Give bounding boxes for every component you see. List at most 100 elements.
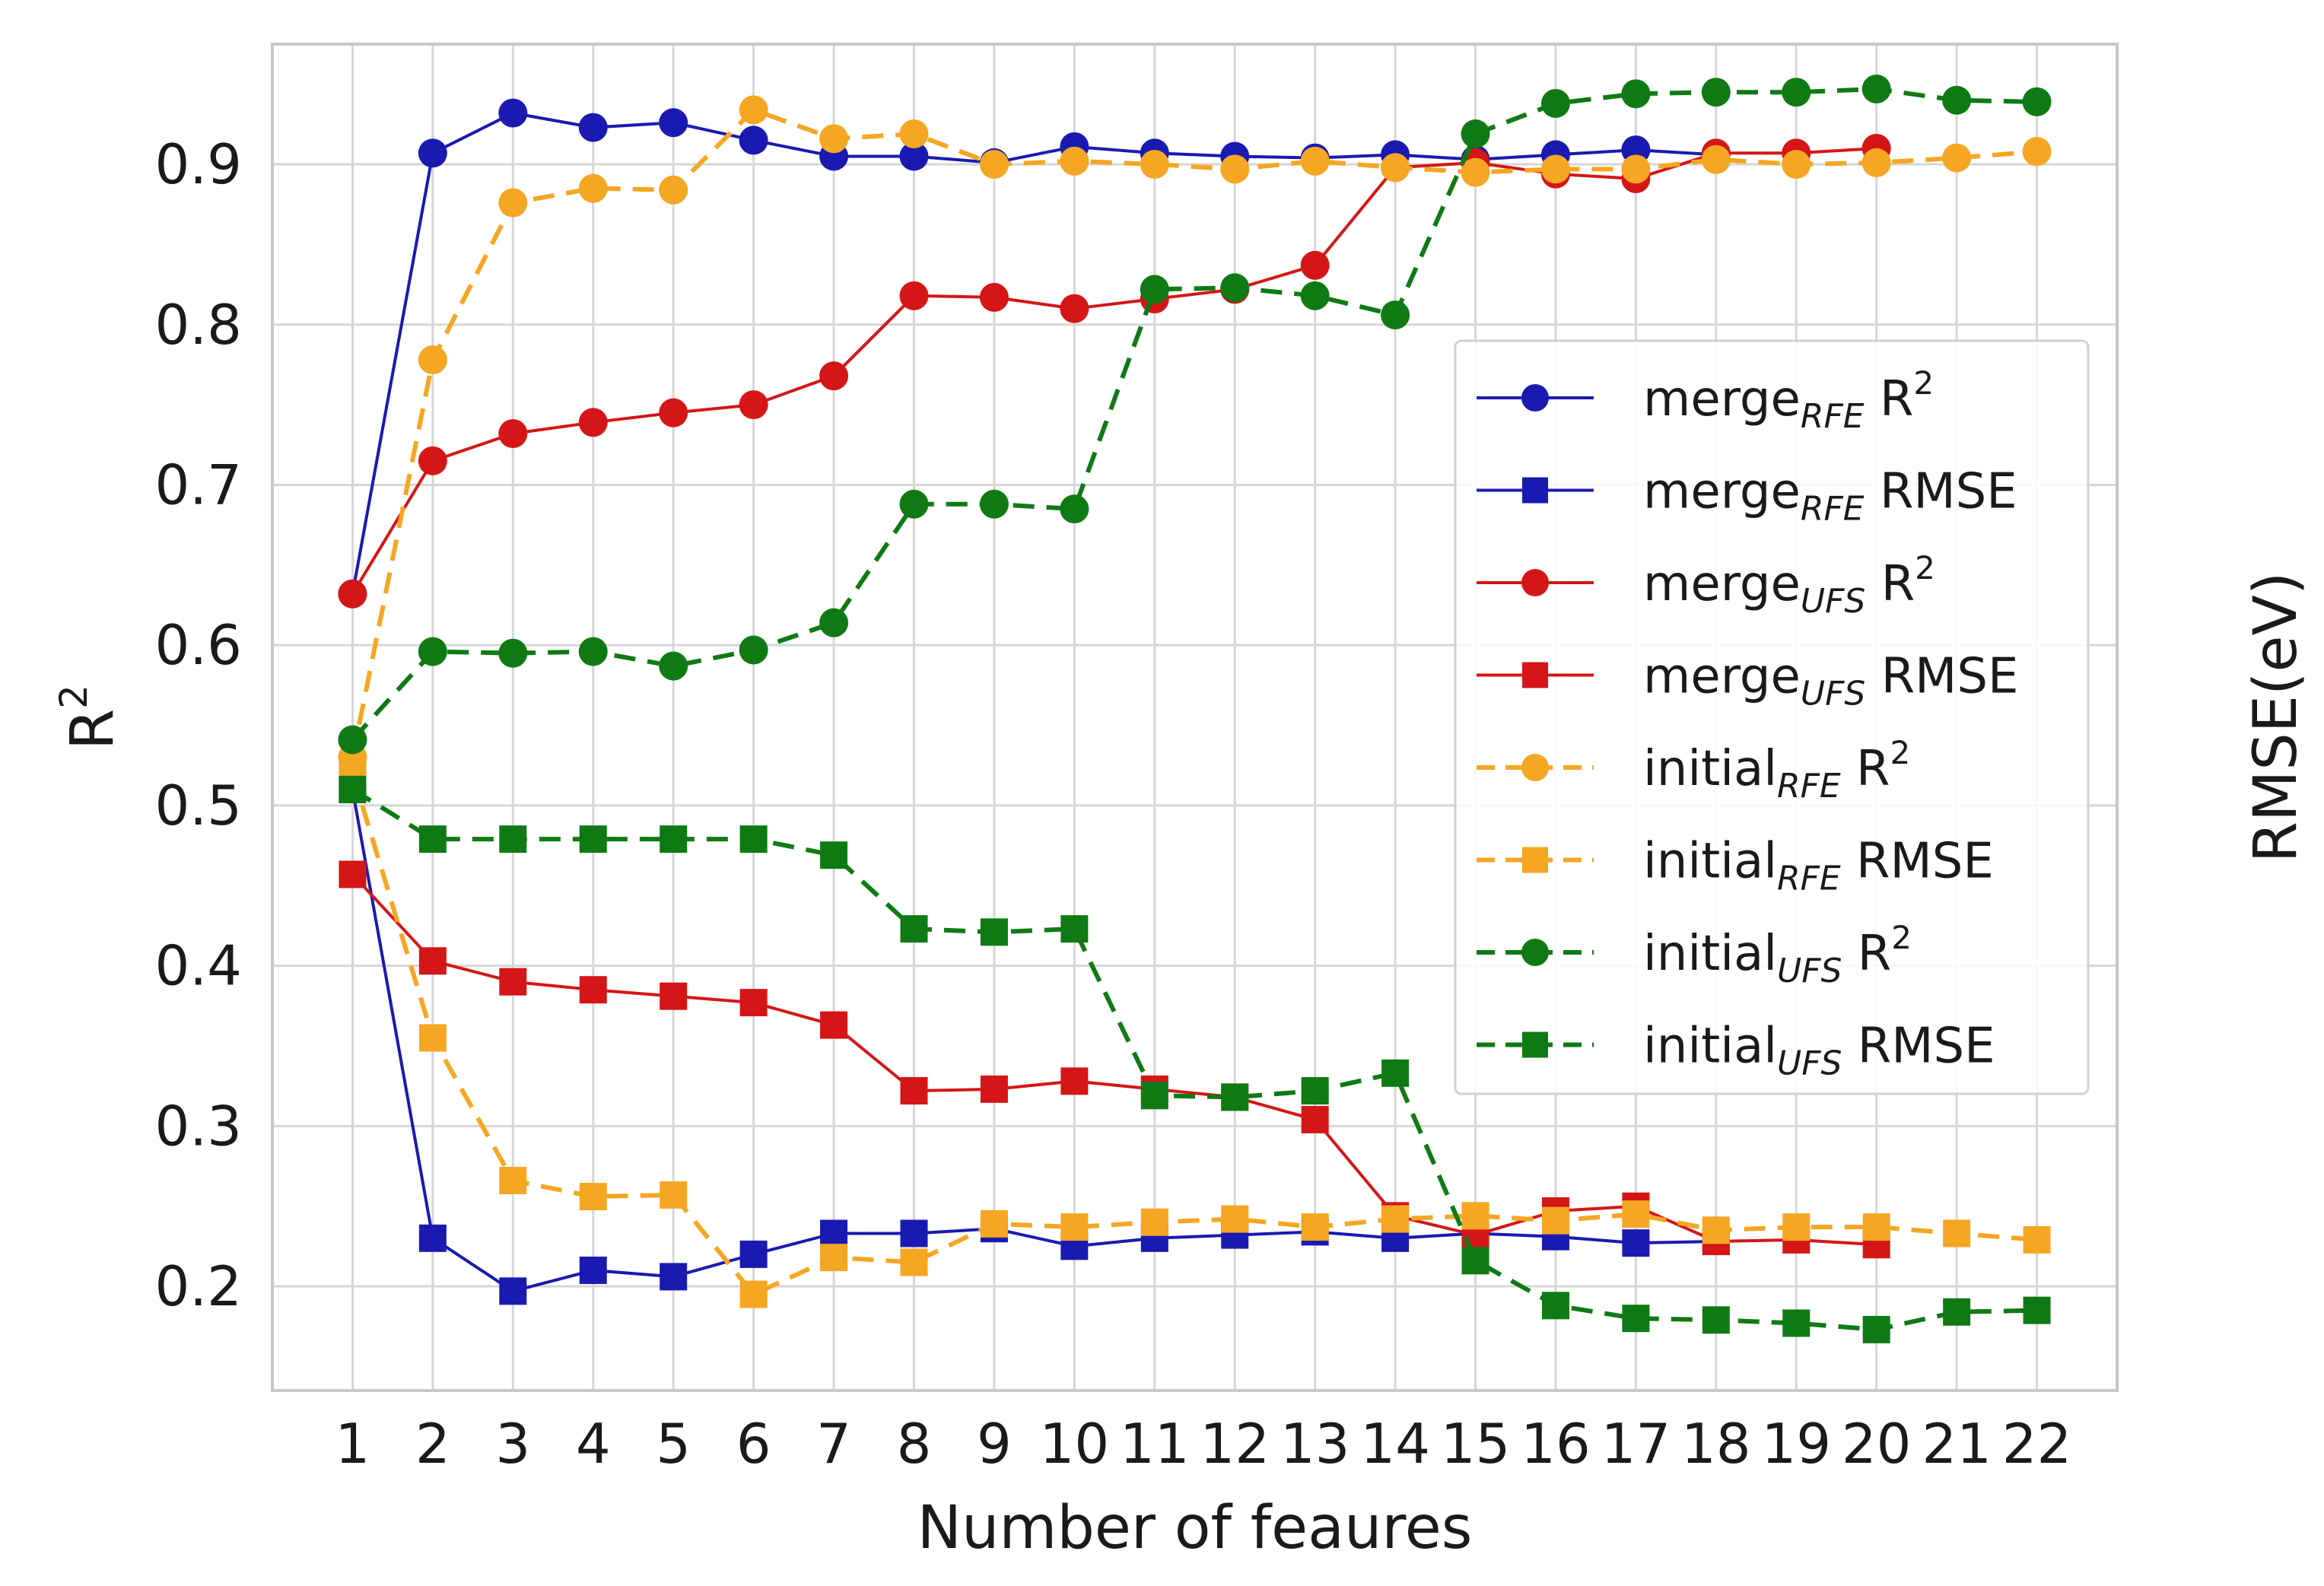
data-point xyxy=(498,98,528,128)
legend-label-metric: R xyxy=(1865,556,1915,612)
x-tick-label: 21 xyxy=(1922,1412,1992,1476)
legend-marker xyxy=(1521,384,1549,412)
data-point xyxy=(1541,1206,1569,1235)
legend-label-metric: RMSE xyxy=(1865,464,2017,520)
x-tick-label: 6 xyxy=(736,1412,771,1476)
data-point xyxy=(1060,294,1089,323)
legend-label-base: initial xyxy=(1643,1019,1777,1075)
data-point xyxy=(578,637,608,666)
legend-marker xyxy=(1522,662,1548,688)
plot-area-frame xyxy=(271,43,2119,1392)
x-tick-label: 13 xyxy=(1280,1412,1350,1476)
data-point xyxy=(660,825,688,853)
x-tick-label: 5 xyxy=(656,1412,691,1476)
x-tick-label: 12 xyxy=(1200,1412,1270,1476)
data-point xyxy=(819,361,849,391)
x-tick-label: 9 xyxy=(977,1412,1012,1476)
y-axis-title-superscript: 2 xyxy=(52,685,96,709)
data-point xyxy=(899,489,929,519)
data-point xyxy=(739,825,768,853)
data-point xyxy=(2022,87,2052,116)
data-point xyxy=(499,968,527,996)
data-point xyxy=(1381,153,1410,183)
data-point xyxy=(1301,1076,1329,1104)
legend-label-superscript: 2 xyxy=(1913,364,1934,402)
data-point xyxy=(659,651,688,681)
data-point xyxy=(1140,275,1169,304)
legend-label-superscript: 2 xyxy=(1890,734,1911,771)
data-point xyxy=(900,1076,928,1104)
data-point xyxy=(1541,1292,1569,1320)
x-tick-label: 18 xyxy=(1681,1412,1751,1476)
data-point xyxy=(1782,1309,1811,1337)
x-axis-title: Number of feaures xyxy=(917,1494,1473,1562)
x-tick-label: 4 xyxy=(576,1412,611,1476)
data-point xyxy=(418,825,447,853)
x-tick-label: 8 xyxy=(897,1412,932,1476)
data-point xyxy=(2023,1296,2051,1324)
data-point xyxy=(659,398,688,427)
data-point xyxy=(979,489,1009,519)
legend-label: mergeUFS RMSE xyxy=(1643,649,2018,714)
data-point xyxy=(1861,148,1891,177)
x-tick-label: 7 xyxy=(816,1412,851,1476)
data-point xyxy=(820,1219,848,1248)
data-point xyxy=(578,173,608,203)
legend-label-metric: R xyxy=(1841,741,1890,797)
data-point xyxy=(1701,78,1731,107)
data-point xyxy=(1862,1213,1890,1241)
data-point xyxy=(579,976,607,1004)
data-point xyxy=(1461,1202,1489,1230)
legend-marker xyxy=(1521,569,1549,596)
legend-label-base: merge xyxy=(1643,371,1801,427)
data-point xyxy=(1461,157,1490,187)
legend-entry: mergeUFS RMSE xyxy=(1477,649,2018,714)
data-point xyxy=(1701,145,1731,174)
legend-label-subscript: RFE xyxy=(1801,490,1865,529)
x-tick-label: 17 xyxy=(1601,1412,1671,1476)
data-point xyxy=(1381,1059,1410,1087)
legend-label-base: initial xyxy=(1643,834,1777,890)
y-tick-label: 0.2 xyxy=(154,1254,242,1318)
y-tick-label: 0.9 xyxy=(154,132,242,196)
data-point xyxy=(660,982,688,1010)
data-point xyxy=(1702,1306,1730,1334)
series-layer xyxy=(338,75,2052,1343)
data-point xyxy=(1782,1213,1811,1241)
legend-label-base: initial xyxy=(1643,741,1777,797)
data-point xyxy=(579,1256,607,1284)
data-point xyxy=(739,126,768,155)
data-point xyxy=(338,579,367,609)
legend-label-subscript: RFE xyxy=(1777,767,1841,806)
data-point xyxy=(1381,300,1410,330)
data-point xyxy=(339,860,367,888)
data-point xyxy=(1060,146,1089,176)
x-tick-label: 19 xyxy=(1761,1412,1831,1476)
legend-entry: mergeRFE R2 xyxy=(1477,364,1934,436)
data-point xyxy=(1943,1298,1971,1326)
data-point xyxy=(980,918,1008,946)
data-point xyxy=(739,390,768,420)
data-point xyxy=(418,637,447,666)
legend-entry: mergeRFE RMSE xyxy=(1477,464,2017,529)
x-tick-label: 16 xyxy=(1521,1412,1591,1476)
data-point xyxy=(739,1280,768,1308)
series-line xyxy=(351,787,2037,1332)
data-point xyxy=(819,124,849,154)
legend-label: mergeUFS R2 xyxy=(1643,549,1935,621)
legend-label-metric: RMSE xyxy=(1841,834,1994,890)
legend-label: initialRFE R2 xyxy=(1643,734,1910,806)
data-point xyxy=(1540,154,1570,184)
data-point xyxy=(659,108,688,138)
data-point xyxy=(900,1219,928,1248)
series-initial-rfe-rmse xyxy=(339,759,2051,1308)
legend-label-subscript: UFS xyxy=(1777,952,1842,990)
data-point xyxy=(1140,150,1169,180)
data-point xyxy=(739,1240,768,1268)
legend-label: mergeRFE R2 xyxy=(1643,364,1934,436)
legend-entry: initialRFE R2 xyxy=(1477,734,1910,806)
data-point xyxy=(1942,85,1972,115)
data-point xyxy=(980,1209,1008,1238)
data-point xyxy=(660,1263,688,1291)
